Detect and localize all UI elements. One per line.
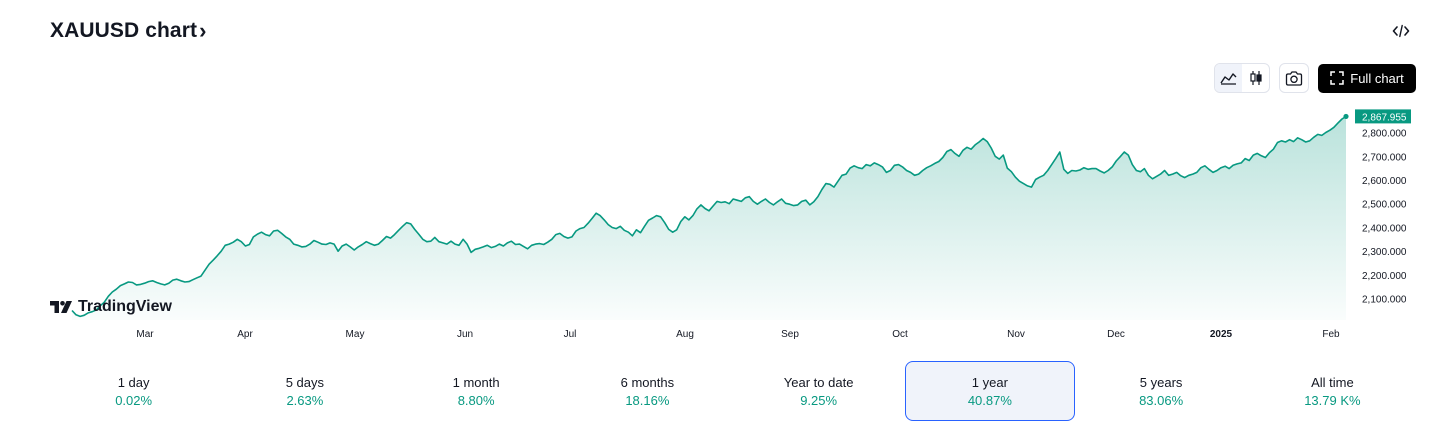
period-label: 1 year — [971, 374, 1008, 390]
period-change: 9.25% — [800, 392, 838, 408]
candles-icon — [1249, 71, 1262, 85]
full-chart-label: Full chart — [1350, 70, 1404, 86]
last-price-point — [1343, 113, 1349, 120]
candles-style-button[interactable] — [1242, 64, 1269, 92]
period-change: 83.06% — [1139, 392, 1184, 408]
x-tick-label: Apr — [237, 329, 253, 340]
chart-title: XAUUSD chart — [50, 19, 198, 42]
period-change: 40.87% — [967, 392, 1012, 408]
x-tick-label: Jun — [457, 329, 473, 340]
period-change: 13.79 K% — [1304, 392, 1361, 408]
x-tick-label: Nov — [1007, 329, 1025, 340]
tradingview-logo: TradingView — [50, 298, 172, 316]
y-tick-label: 2,600.000 — [1362, 176, 1407, 187]
period-label: 6 months — [620, 374, 675, 390]
full-chart-button[interactable]: Full chart — [1318, 63, 1416, 93]
period-5-years[interactable]: 5 years 83.06% — [1077, 361, 1246, 421]
chart-title-link[interactable]: XAUUSD chart › — [50, 18, 207, 44]
period-1-month[interactable]: 1 month 8.80% — [392, 361, 561, 421]
period-5-days[interactable]: 5 days 2.63% — [220, 361, 389, 421]
period-change: 8.80% — [457, 392, 495, 408]
period-change: 0.02% — [115, 392, 153, 408]
period-selector: 1 day 0.02% 5 days 2.63% 1 month 8.80% 6… — [48, 361, 1418, 421]
period-change: 2.63% — [286, 392, 324, 408]
y-axis: 2,800.000 2,700.000 2,600.000 2,500.000 2,40… — [1355, 109, 1411, 306]
x-axis: Mar Apr May Jun Jul Aug Sep Oct Nov Dec 2025 Feb — [136, 329, 1340, 340]
tradingview-logo-icon — [50, 300, 72, 313]
period-year-to-date[interactable]: Year to date 9.25% — [734, 361, 903, 421]
x-tick-label: Oct — [892, 329, 908, 340]
period-label: 5 years — [1139, 374, 1183, 390]
snapshot-button[interactable] — [1279, 63, 1309, 93]
x-tick-label: Dec — [1107, 329, 1125, 340]
camera-icon — [1285, 70, 1303, 86]
x-tick-label: 2025 — [1210, 329, 1233, 340]
last-price-badge — [1355, 109, 1411, 124]
brand-name: TradingView — [78, 298, 172, 315]
x-tick-label: May — [346, 329, 365, 340]
chart-toolbar: Full chart — [1214, 63, 1416, 93]
area-style-button[interactable] — [1215, 64, 1242, 92]
period-1-year[interactable]: 1 year 40.87% — [905, 361, 1075, 421]
chevron-right-icon: › — [199, 18, 207, 43]
period-label: 1 month — [452, 374, 500, 390]
x-tick-label: Jul — [564, 329, 577, 340]
x-tick-label: Mar — [136, 329, 154, 340]
period-label: All time — [1311, 374, 1354, 390]
period-label: 5 days — [285, 374, 325, 390]
y-tick-label: 2,300.000 — [1362, 247, 1407, 258]
y-tick-label: 2,500.000 — [1362, 200, 1407, 211]
y-tick-label: 2,100.000 — [1362, 295, 1407, 306]
fullscreen-icon — [1330, 71, 1345, 85]
plot-area — [71, 113, 1349, 321]
x-tick-label: Sep — [781, 329, 799, 340]
price-area-fill — [72, 116, 1346, 321]
y-tick-label: 2,700.000 — [1362, 152, 1407, 163]
period-6-months[interactable]: 6 months 18.16% — [563, 361, 732, 421]
x-tick-label: Aug — [676, 329, 694, 340]
code-icon — [1392, 24, 1410, 38]
x-tick-label: Feb — [1322, 329, 1340, 340]
last-price-label: 2,867.955 — [1362, 112, 1407, 123]
period-change: 18.16% — [625, 392, 670, 408]
period-label: Year to date — [783, 374, 854, 390]
price-chart[interactable]: Mar Apr May Jun Jul Aug Sep Oct Nov Dec 2025 Feb 2,… — [0, 100, 1420, 350]
y-tick-label: 2,800.000 — [1362, 129, 1407, 140]
embed-code-button[interactable] — [1388, 20, 1414, 42]
period-1-day[interactable]: 1 day 0.02% — [49, 361, 218, 421]
area-chart-icon — [1220, 73, 1237, 85]
y-tick-label: 2,200.000 — [1362, 271, 1407, 282]
chart-style-toggle — [1214, 63, 1270, 93]
period-label: 1 day — [117, 374, 150, 390]
price-line — [71, 115, 1347, 318]
period-all-time[interactable]: All time 13.79 K% — [1248, 361, 1417, 421]
y-tick-label: 2,400.000 — [1362, 224, 1407, 235]
